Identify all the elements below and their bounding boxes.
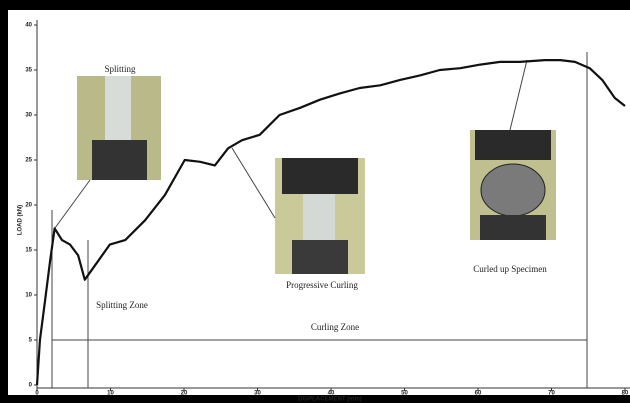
y-tick-label: 40 xyxy=(25,23,32,29)
annotation: Curling Zone xyxy=(311,322,359,332)
y-tick-label: 20 xyxy=(25,203,32,209)
leader-line xyxy=(54,179,91,229)
x-tick-label: 40 xyxy=(328,391,335,397)
x-tick-label: 10 xyxy=(107,391,114,397)
x-tick-label: 30 xyxy=(254,391,261,397)
x-tick-label: 80 xyxy=(622,391,629,397)
data-line xyxy=(35,59,626,386)
x-tick-label: 50 xyxy=(401,391,408,397)
y-tick-label: 30 xyxy=(25,113,32,119)
annotation: Splitting xyxy=(104,64,136,74)
leader-line xyxy=(231,147,276,219)
y-tick-label: 25 xyxy=(25,158,32,164)
x-axis-label: DISPLACEMENT (mm) xyxy=(298,397,362,403)
y-axis-label: LOAD (kN) xyxy=(18,205,24,235)
x-tick-label: 0 xyxy=(35,391,39,397)
x-tick-label: 70 xyxy=(548,391,555,397)
annotation: Progressive Curling xyxy=(286,280,358,290)
y-tick-label: 35 xyxy=(25,68,32,74)
y-tick-label: 0 xyxy=(29,383,33,389)
leader-line xyxy=(509,59,528,131)
y-tick-label: 15 xyxy=(25,248,32,254)
x-tick-label: 60 xyxy=(475,391,482,397)
photo-splitting xyxy=(77,76,161,180)
y-tick-label: 5 xyxy=(29,338,33,344)
x-tick-label: 20 xyxy=(181,391,188,397)
y-tick-label: 10 xyxy=(25,293,32,299)
photo-curled-specimen xyxy=(470,130,556,240)
annotation: Splitting Zone xyxy=(96,300,148,310)
annotation: Curled up Specimen xyxy=(473,264,547,274)
photo-progressive-curling xyxy=(275,158,365,274)
